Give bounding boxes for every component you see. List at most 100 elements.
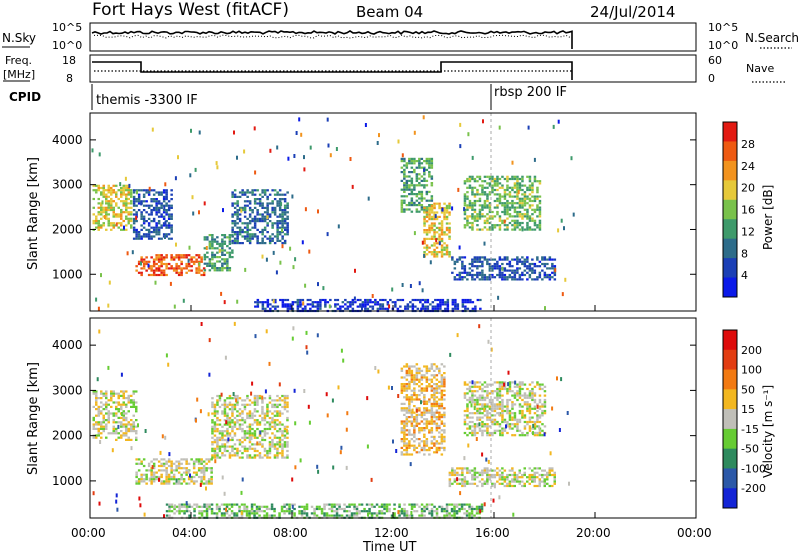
velocity-cell (168, 478, 171, 480)
velocity-cell (95, 423, 98, 425)
velocity-cell (264, 430, 267, 432)
velocity-cell (266, 450, 269, 452)
velocity-cell (200, 461, 203, 463)
velocity-cell (274, 410, 277, 412)
velocity-cell (266, 413, 269, 415)
velocity-cell (266, 408, 269, 410)
power-cell (423, 222, 426, 224)
power-cell (413, 171, 416, 173)
velocity-cell (276, 441, 279, 443)
velocity-cell (386, 504, 389, 506)
velocity-cell (273, 508, 276, 510)
power-cell (95, 227, 98, 229)
power-cell (108, 213, 111, 215)
power-cell (491, 191, 494, 193)
power-cell (401, 206, 404, 208)
velocity-cell (449, 481, 452, 483)
power-cell (546, 267, 549, 269)
velocity-cell (426, 423, 429, 425)
velocity-cell (284, 437, 287, 439)
power-cell (269, 216, 272, 218)
power-cell (479, 209, 482, 211)
power-cell (226, 265, 229, 267)
power-cell (231, 240, 234, 242)
power-cell (367, 299, 370, 301)
power-cell (423, 216, 426, 218)
power-cell (160, 205, 163, 207)
power-cell (496, 198, 499, 200)
power-cell (241, 194, 244, 196)
power-cell (428, 160, 431, 162)
velocity-cell (254, 399, 257, 401)
velocity-cell (143, 478, 146, 480)
power-cell (226, 245, 229, 247)
power-cell (509, 215, 512, 217)
power-cell (501, 267, 503, 271)
power-cell (423, 186, 426, 188)
velocity-cell (98, 397, 101, 399)
velocity-cell (193, 510, 196, 512)
velocity-cell (333, 504, 336, 506)
velocity-cell (393, 508, 396, 510)
power-cell (276, 238, 279, 240)
velocity-cell (281, 424, 284, 426)
velocity-cell (236, 448, 239, 450)
velocity-cell (165, 461, 168, 463)
power-cell (143, 263, 146, 265)
velocity-cell (281, 443, 284, 445)
power-cell (103, 207, 106, 209)
power-cell (419, 299, 422, 301)
velocity-cell (113, 426, 116, 428)
power-cell (406, 195, 409, 197)
power-cell (226, 236, 229, 238)
power-cell (98, 227, 101, 229)
velocity-cell (403, 431, 406, 433)
velocity-cell (499, 474, 502, 476)
power-cell (506, 187, 509, 189)
power-cell (158, 209, 161, 211)
power-cell (521, 198, 524, 200)
power-cell (519, 198, 522, 200)
power-cell (423, 168, 425, 172)
power-cell (471, 191, 474, 193)
velocity-cell (234, 448, 237, 450)
power-cell (499, 178, 502, 180)
velocity-cell (484, 425, 487, 427)
velocity-cell (509, 470, 512, 472)
velocity-cell (466, 392, 469, 394)
power-cell (314, 301, 317, 303)
velocity-cell (231, 397, 234, 399)
velocity-cell (216, 404, 219, 406)
velocity-cell (249, 457, 252, 459)
velocity-cell (471, 395, 474, 397)
velocity-cell (216, 504, 219, 506)
power-cell (155, 202, 158, 204)
velocity-cell (421, 416, 424, 418)
power-cell (486, 196, 489, 198)
velocity-cell (413, 425, 416, 427)
power-cell (103, 191, 106, 193)
power-cell (286, 227, 289, 229)
cpid-panel: CPID themis -3300 IF rbsp 200 IF (9, 84, 567, 110)
velocity-cell (491, 384, 494, 386)
velocity-cell (155, 472, 158, 474)
power-cell (457, 308, 460, 310)
velocity-cell (431, 512, 434, 514)
velocity-cell (539, 386, 542, 388)
power-cell (486, 263, 489, 265)
power-cell (481, 185, 484, 187)
velocity-cell (271, 404, 274, 406)
power-cell (195, 261, 198, 263)
power-cell (174, 305, 176, 309)
power-cell (471, 204, 474, 206)
power-cell (417, 299, 420, 301)
velocity-cell (521, 417, 524, 419)
velocity-cell (464, 483, 467, 485)
velocity-cell (403, 440, 406, 442)
velocity-cell (346, 510, 349, 512)
velocity-cell (506, 388, 509, 390)
power-cell (529, 198, 532, 200)
velocity-cell (288, 512, 291, 514)
velocity-cell (376, 504, 379, 506)
power-cell (469, 185, 472, 187)
